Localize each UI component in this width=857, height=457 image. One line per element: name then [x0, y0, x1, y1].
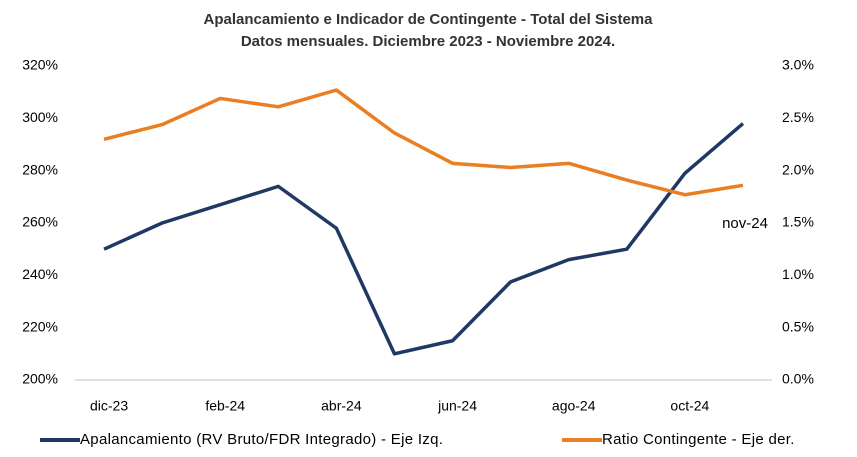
annotation: nov-24 — [722, 215, 768, 232]
y2-tick-label: 3.0% — [782, 57, 814, 73]
y2-tick-label: 2.0% — [782, 161, 814, 177]
chart-title: Apalancamiento e Indicador de Contingent… — [204, 11, 654, 28]
y2-tick-label: 0.5% — [782, 318, 814, 334]
y-tick-label: 300% — [22, 109, 58, 125]
y-tick-label: 260% — [22, 214, 58, 230]
x-tick-label: oct-24 — [670, 398, 709, 414]
y-tick-label: 200% — [22, 371, 58, 387]
y2-tick-label: 1.0% — [782, 266, 814, 282]
x-tick-label: abr-24 — [321, 398, 362, 414]
x-tick-label: ago-24 — [552, 398, 596, 414]
y-tick-label: 220% — [22, 318, 58, 334]
y2-tick-label: 0.0% — [782, 371, 814, 387]
legend-label: Ratio Contingente - Eje der. — [602, 431, 795, 448]
legend-label: Apalancamiento (RV Bruto/FDR Integrado) … — [80, 431, 443, 448]
series-line — [103, 88, 744, 197]
x-tick-label: feb-24 — [205, 398, 245, 414]
y2-tick-label: 2.5% — [782, 109, 814, 125]
x-tick-label: dic-23 — [90, 398, 128, 414]
y2-tick-label: 1.5% — [782, 214, 814, 230]
chart-subtitle: Datos mensuales. Diciembre 2023 - Noviem… — [241, 33, 615, 50]
series-line — [103, 122, 745, 356]
y-tick-label: 280% — [22, 161, 58, 177]
x-tick-label: jun-24 — [437, 398, 477, 414]
y-tick-label: 320% — [22, 57, 58, 73]
y-tick-label: 240% — [22, 266, 58, 282]
